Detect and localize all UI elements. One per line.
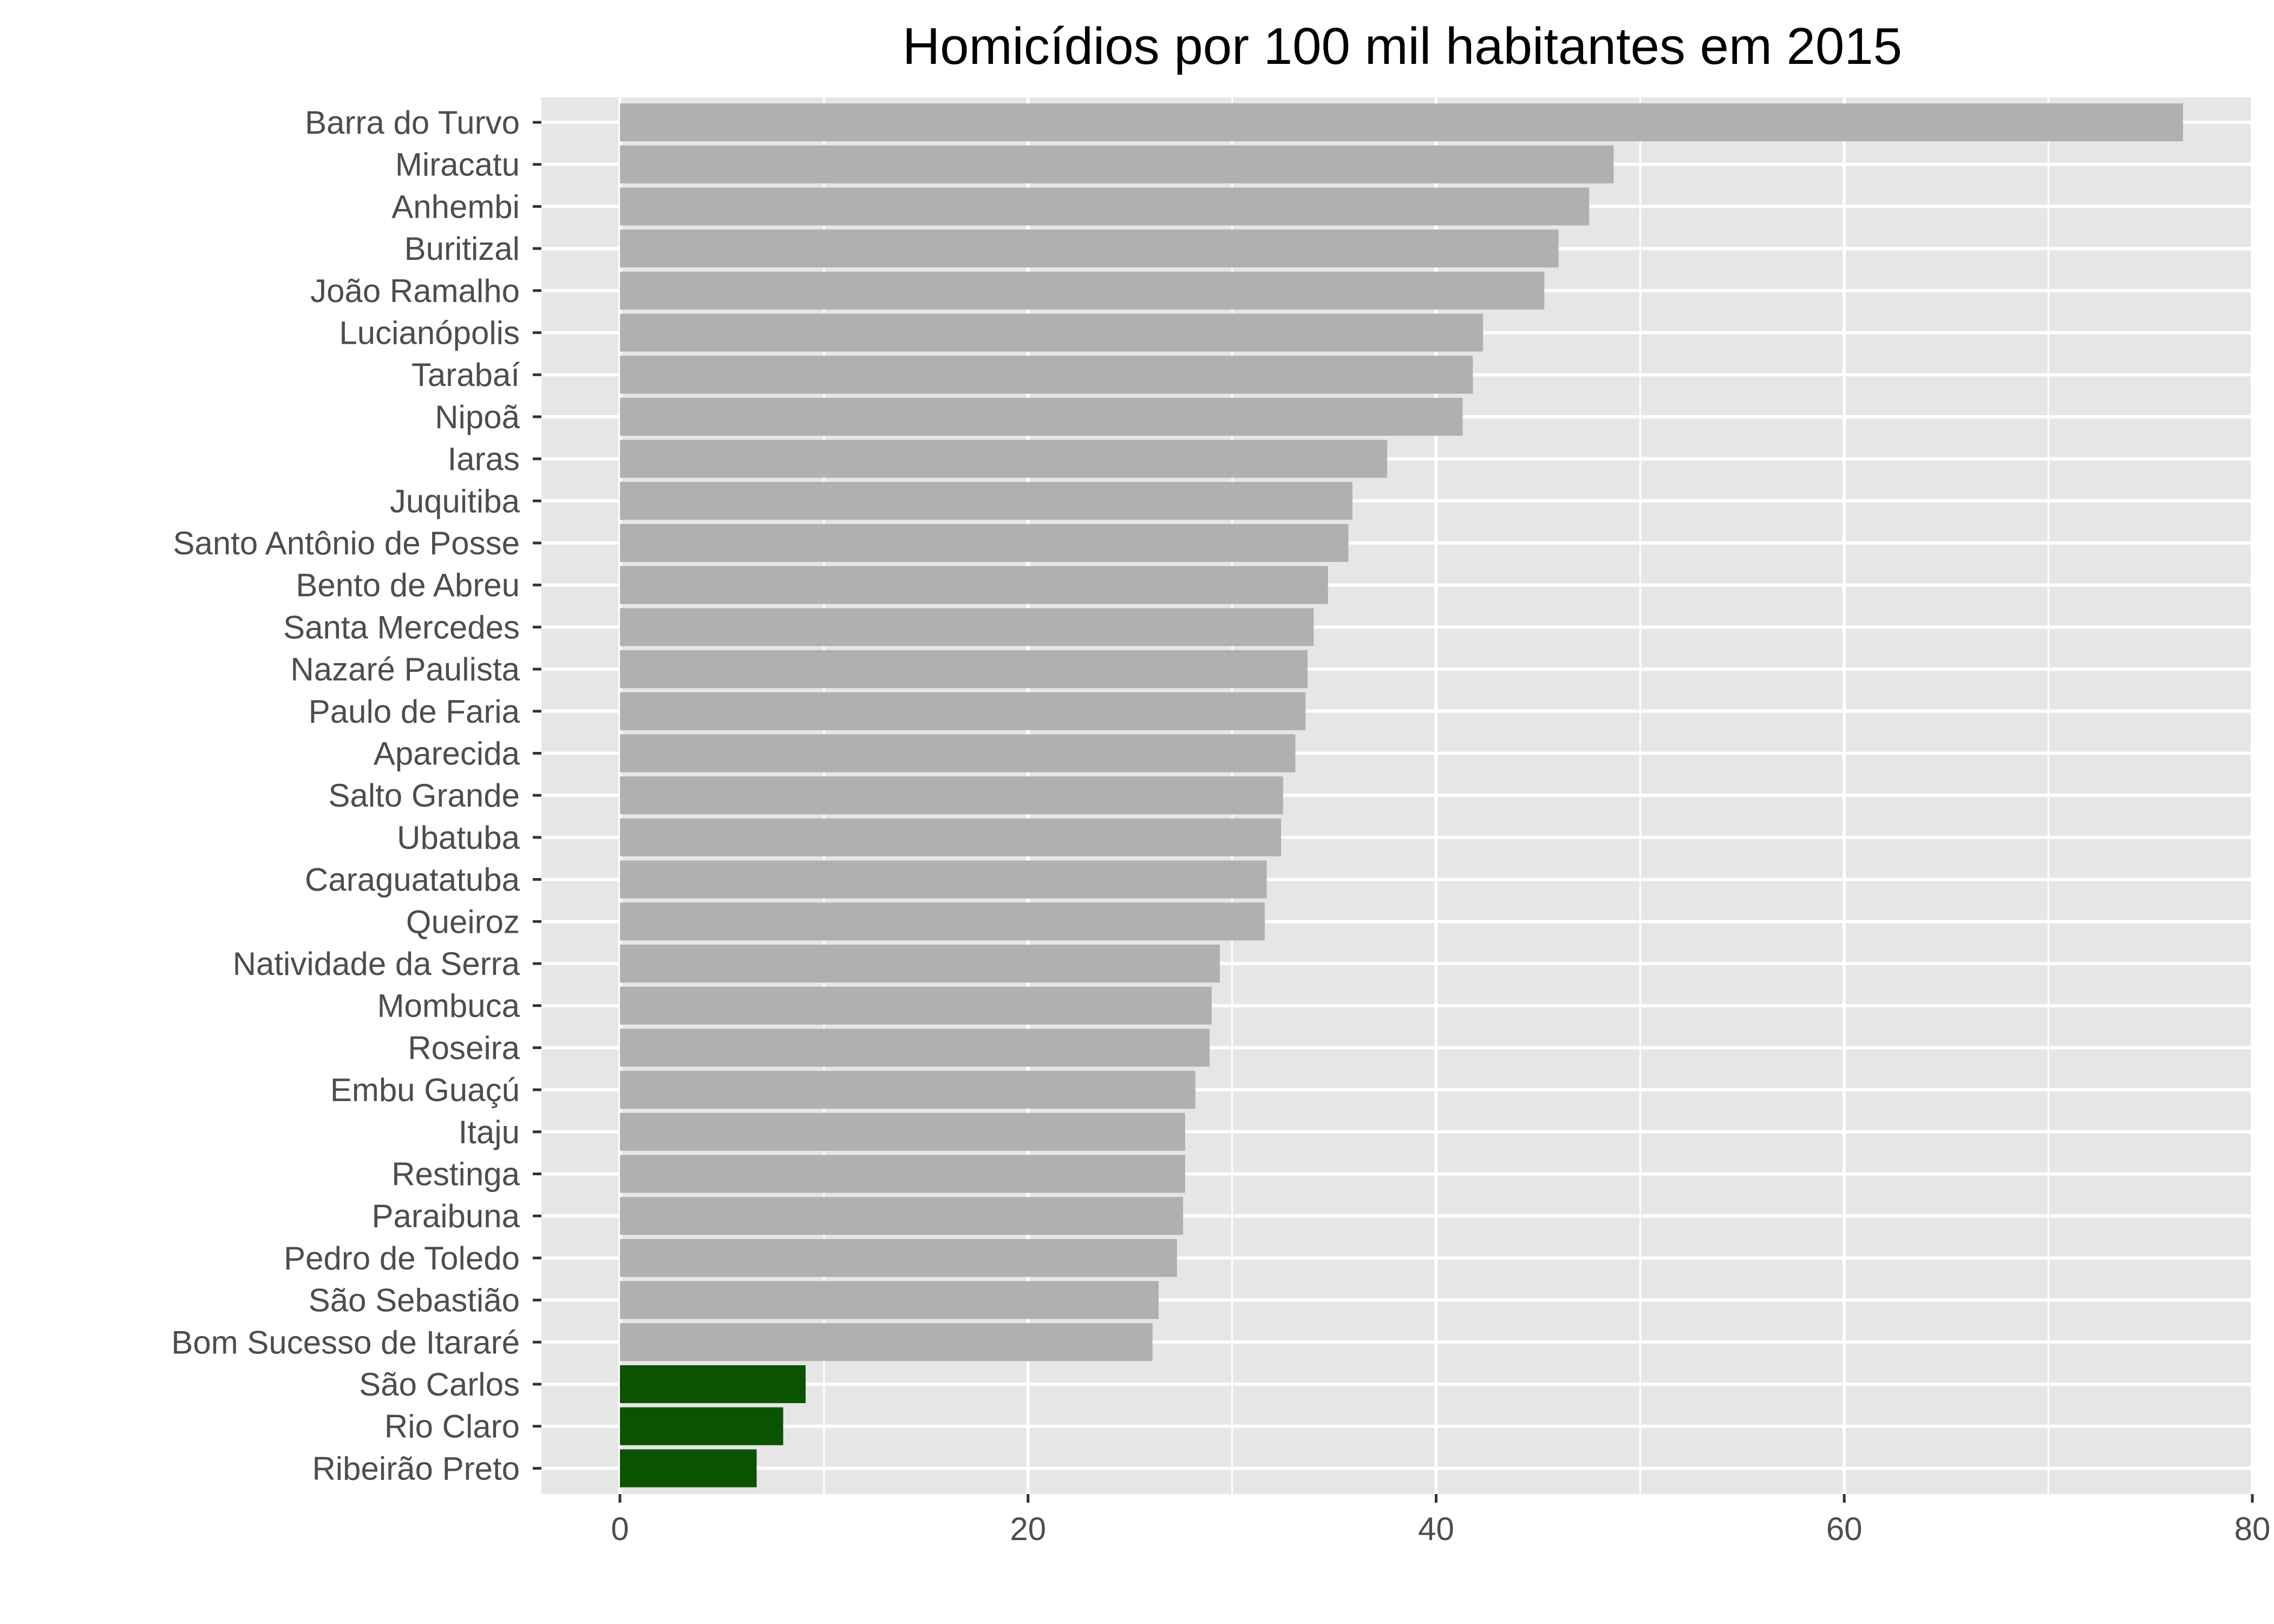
category-label-santa-mercedes: Santa Mercedes [283,609,520,645]
category-label-roseira: Roseira [408,1030,520,1066]
bar-bom-sucesso-de-itarare [620,1323,1153,1361]
category-label-ubatuba: Ubatuba [397,820,520,856]
category-label-mombuca: Mombuca [377,988,520,1024]
bar-santa-mercedes [620,608,1314,646]
x-tick-label-20: 20 [1010,1511,1046,1547]
category-label-juquitiba: Juquitiba [390,483,520,519]
category-label-tarabai: Tarabaí [411,357,520,393]
category-label-bom-sucesso-de-itarare: Bom Sucesso de Itararé [171,1324,520,1360]
bar-mombuca [620,986,1212,1025]
bar-paraibuna [620,1197,1184,1235]
category-label-lucianopolis: Lucianópolis [339,315,520,351]
category-label-caraguatatuba: Caraguatatuba [305,862,520,898]
category-label-joao-ramalho: João Ramalho [310,273,520,309]
category-label-rio-claro: Rio Claro [384,1409,520,1445]
bar-pedro-de-toledo [620,1239,1177,1277]
bar-aparecida [620,734,1296,772]
bar-juquitiba [620,482,1352,520]
category-label-nipoa: Nipoã [435,399,520,435]
category-label-buritizal: Buritizal [404,231,520,267]
bar-bento-de-abreu [620,566,1328,604]
category-label-natividade-da-serra: Natividade da Serra [233,946,520,982]
bar-salto-grande [620,776,1283,815]
x-axis: 0 20 40 60 80 [611,1494,2270,1547]
category-label-restinga: Restinga [391,1156,520,1193]
bar-sao-sebastiao [620,1281,1159,1319]
y-axis: Barra do Turvo Miracatu Anhembi Buritizal Jo… [171,104,541,1487]
category-label-iaras: Iaras [448,441,520,477]
category-label-sao-sebastiao: São Sebastião [309,1282,520,1319]
bar-anhembi [620,187,1590,226]
bar-ribeirao-preto [620,1449,757,1488]
bar-sao-carlos [620,1365,806,1403]
category-label-embu-guacu: Embu Guaçú [330,1072,520,1108]
bar-nazare-paulista [620,650,1308,689]
bar-santo-antonio-de-posse [620,524,1349,562]
category-label-nazare-paulista: Nazaré Paulista [290,651,520,687]
x-tick-label-80: 80 [2234,1511,2271,1547]
bar-roseira [620,1029,1210,1067]
category-label-barra-do-turvo: Barra do Turvo [305,104,520,141]
bars [620,103,2183,1488]
category-label-queiroz: Queiroz [406,903,520,940]
category-label-anhembi: Anhembi [391,188,520,225]
category-label-bento-de-abreu: Bento de Abreu [296,567,520,604]
category-label-paulo-de-faria: Paulo de Faria [309,693,520,730]
chart-title: Homicídios por 100 mil habitantes em 201… [903,17,1902,75]
x-tick-label-0: 0 [611,1511,629,1547]
bar-barra-do-turvo [620,103,2183,141]
bar-natividade-da-serra [620,945,1220,983]
bar-nipoa [620,397,1463,436]
category-label-pedro-de-toledo: Pedro de Toledo [284,1240,520,1276]
bar-queiroz [620,902,1265,941]
bar-lucianopolis [620,313,1484,352]
bar-iaras [620,440,1388,478]
category-label-ribeirao-preto: Ribeirão Preto [312,1450,520,1487]
category-label-salto-grande: Salto Grande [328,777,520,814]
bar-embu-guacu [620,1071,1195,1109]
bar-tarabai [620,356,1473,394]
category-label-miracatu: Miracatu [395,147,520,183]
bar-caraguatatuba [620,860,1267,899]
bar-restinga [620,1155,1185,1193]
bar-joao-ramalho [620,271,1545,310]
bar-buritizal [620,230,1559,268]
category-label-santo-antonio-de-posse: Santo Antônio de Posse [173,525,520,561]
bar-miracatu [620,145,1614,184]
bar-ubatuba [620,818,1282,856]
category-label-sao-carlos: São Carlos [359,1366,520,1403]
bar-itaju [620,1112,1185,1151]
x-tick-label-60: 60 [1826,1511,1863,1547]
x-tick-label-40: 40 [1418,1511,1454,1547]
bar-paulo-de-faria [620,692,1306,730]
category-label-aparecida: Aparecida [374,736,520,772]
category-label-paraibuna: Paraibuna [371,1198,520,1234]
category-label-itaju: Itaju [459,1114,520,1150]
bar-rio-claro [620,1407,783,1445]
